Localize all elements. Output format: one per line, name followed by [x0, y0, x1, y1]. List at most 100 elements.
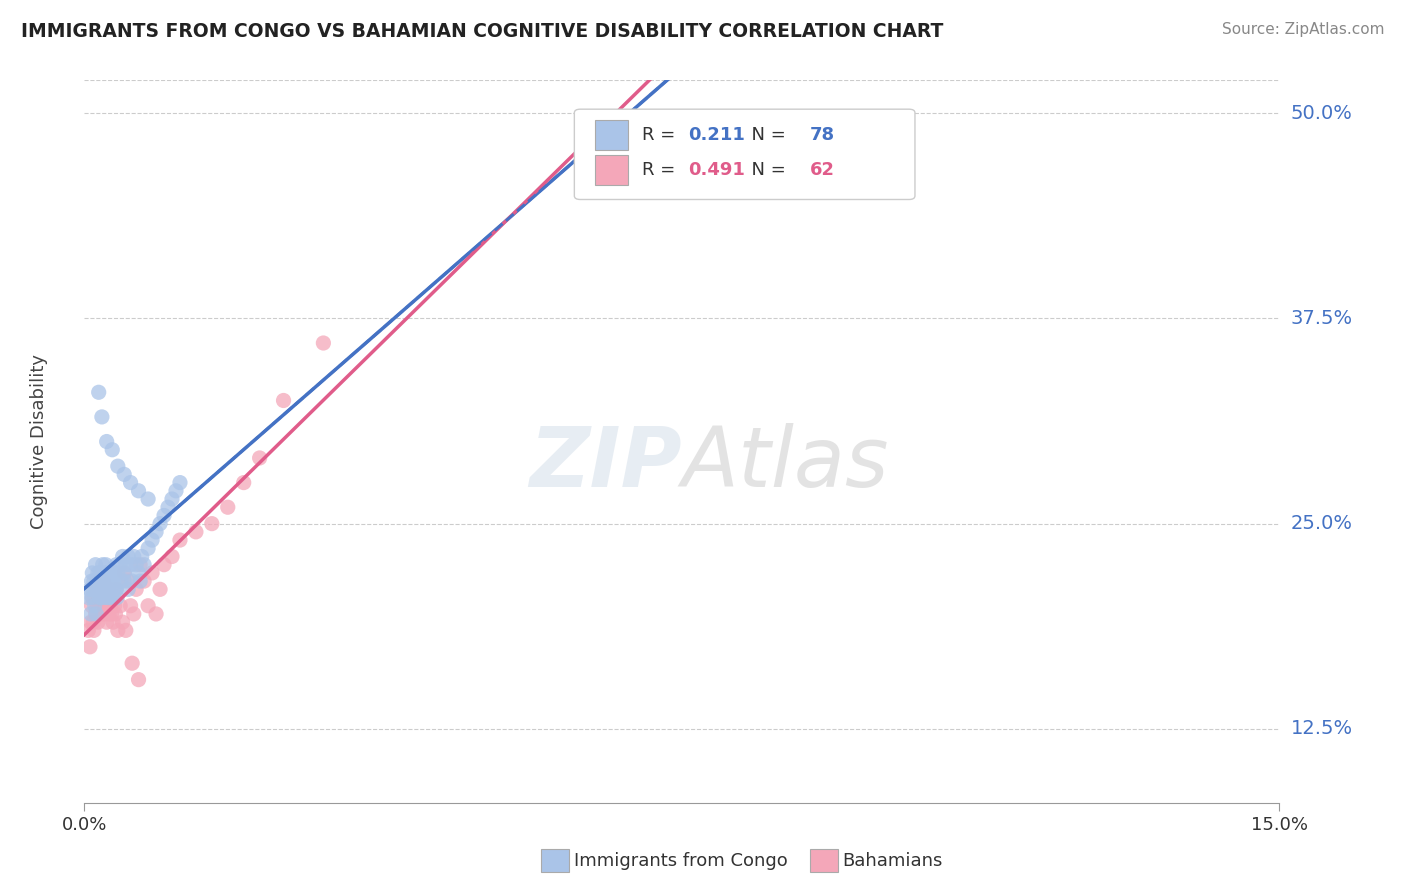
Point [100, 574, 122, 588]
Point [125, 558, 148, 572]
Point [77, 624, 100, 638]
Text: N =: N = [741, 126, 792, 145]
Point [94, 558, 117, 572]
Point [86, 607, 108, 621]
Text: Source: ZipAtlas.com: Source: ZipAtlas.com [1222, 22, 1385, 37]
Point [112, 566, 135, 580]
Point [101, 615, 124, 630]
Point [98, 582, 121, 597]
Point [141, 533, 163, 547]
Text: Atlas: Atlas [682, 423, 890, 504]
Point [79, 582, 101, 597]
Point [86, 599, 108, 613]
Point [98, 574, 121, 588]
Point [100, 599, 122, 613]
Point [112, 467, 135, 482]
Point [111, 615, 134, 630]
Text: ZIP: ZIP [529, 423, 682, 504]
Point [145, 607, 167, 621]
Point [201, 516, 224, 531]
Point [103, 591, 125, 605]
Point [132, 574, 156, 588]
Point [94, 607, 117, 621]
Point [97, 582, 120, 597]
Point [86, 574, 108, 588]
Point [98, 591, 121, 605]
Point [101, 566, 124, 580]
Text: 62: 62 [810, 161, 835, 179]
Text: 50.0%: 50.0% [1291, 103, 1353, 122]
Point [149, 516, 172, 531]
Point [149, 582, 172, 597]
Point [93, 582, 115, 597]
Text: Cognitive Disability: Cognitive Disability [30, 354, 48, 529]
Point [87, 582, 110, 597]
Point [184, 524, 207, 539]
Text: 78: 78 [810, 126, 835, 145]
Bar [595, 120, 628, 151]
Point [120, 475, 142, 490]
Point [136, 599, 159, 613]
Text: 12.5%: 12.5% [1291, 720, 1353, 739]
Point [90, 591, 112, 605]
Point [120, 599, 142, 613]
Point [87, 385, 110, 400]
Point [97, 566, 120, 580]
Point [84, 558, 107, 572]
Point [136, 491, 159, 506]
Point [129, 574, 152, 588]
Point [217, 500, 239, 515]
Point [117, 574, 139, 588]
Point [136, 541, 159, 556]
Point [82, 591, 104, 605]
Point [128, 566, 150, 580]
Point [101, 582, 124, 597]
Point [249, 450, 271, 465]
Point [96, 591, 118, 605]
Point [96, 574, 118, 588]
Point [101, 591, 124, 605]
FancyBboxPatch shape [575, 109, 915, 200]
Point [160, 549, 183, 564]
Point [91, 607, 114, 621]
Point [117, 549, 139, 564]
Point [160, 491, 183, 506]
Point [120, 558, 142, 572]
Point [121, 574, 143, 588]
Point [84, 607, 107, 621]
Point [90, 574, 112, 588]
Point [122, 607, 145, 621]
Bar [595, 154, 628, 185]
Point [87, 574, 110, 588]
Point [153, 508, 176, 523]
Point [91, 558, 114, 572]
Point [169, 475, 191, 490]
Point [110, 558, 132, 572]
Point [112, 566, 135, 580]
Point [157, 500, 180, 515]
Point [83, 591, 105, 605]
Point [89, 607, 111, 621]
Point [94, 582, 117, 597]
Point [128, 673, 150, 687]
Point [89, 591, 111, 605]
Point [89, 566, 111, 580]
Point [96, 434, 118, 449]
Point [114, 624, 136, 638]
Point [90, 591, 112, 605]
Point [105, 558, 128, 572]
Point [80, 574, 103, 588]
Text: 37.5%: 37.5% [1291, 309, 1353, 328]
Point [100, 566, 122, 580]
Point [101, 442, 124, 457]
Point [77, 591, 100, 605]
Point [82, 566, 104, 580]
Point [82, 591, 104, 605]
Point [82, 582, 104, 597]
Point [141, 566, 163, 580]
Text: N =: N = [741, 161, 792, 179]
Point [89, 591, 111, 605]
Point [105, 582, 128, 597]
Point [128, 483, 150, 498]
Point [104, 607, 127, 621]
